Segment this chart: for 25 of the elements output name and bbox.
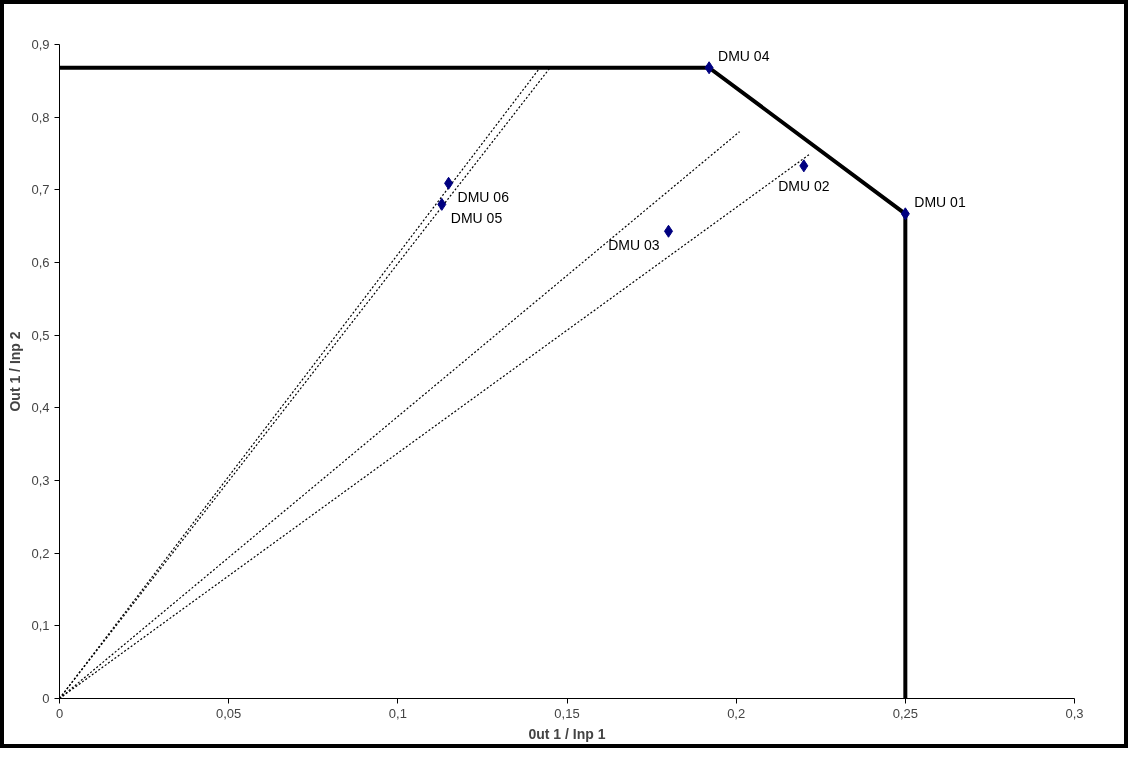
x-tick-label: 0,3	[1065, 705, 1084, 721]
y-tick-label: 0,4	[31, 400, 50, 416]
annotation: DMU 01	[914, 193, 966, 210]
y-tick-label: 0,8	[31, 109, 50, 125]
annotation: DMU 03	[608, 237, 660, 254]
y-tick-label: 0,1	[31, 618, 50, 634]
x-tick-label: 0	[55, 705, 64, 721]
y-tick-label: 0	[42, 691, 50, 706]
annotation: DMU 02	[778, 177, 830, 194]
x-axis-title: 0ut 1 / Inp 1	[528, 725, 606, 742]
y-tick-label: 0,2	[31, 545, 50, 561]
y-axis-title: Out 1 / Inp 2	[7, 331, 24, 412]
y-tick-label: 0,5	[31, 327, 50, 343]
y-tick-label: 0,7	[31, 182, 50, 198]
annotation: DMU 05	[450, 210, 503, 227]
y-tick-label: 0,9	[31, 37, 50, 52]
x-tick-label: 0,05	[216, 705, 242, 721]
annotation: DMU 04	[718, 47, 770, 64]
y-tick-label: 0,6	[31, 255, 50, 270]
x-tick-label: 0,2	[727, 705, 746, 721]
annotation: DMU 06	[457, 189, 510, 206]
y-tick-label: 0,3	[31, 473, 50, 488]
x-tick-label: 0,15	[554, 705, 580, 721]
x-tick-label: 0,1	[388, 705, 407, 721]
x-tick-label: 0,25	[892, 705, 918, 721]
